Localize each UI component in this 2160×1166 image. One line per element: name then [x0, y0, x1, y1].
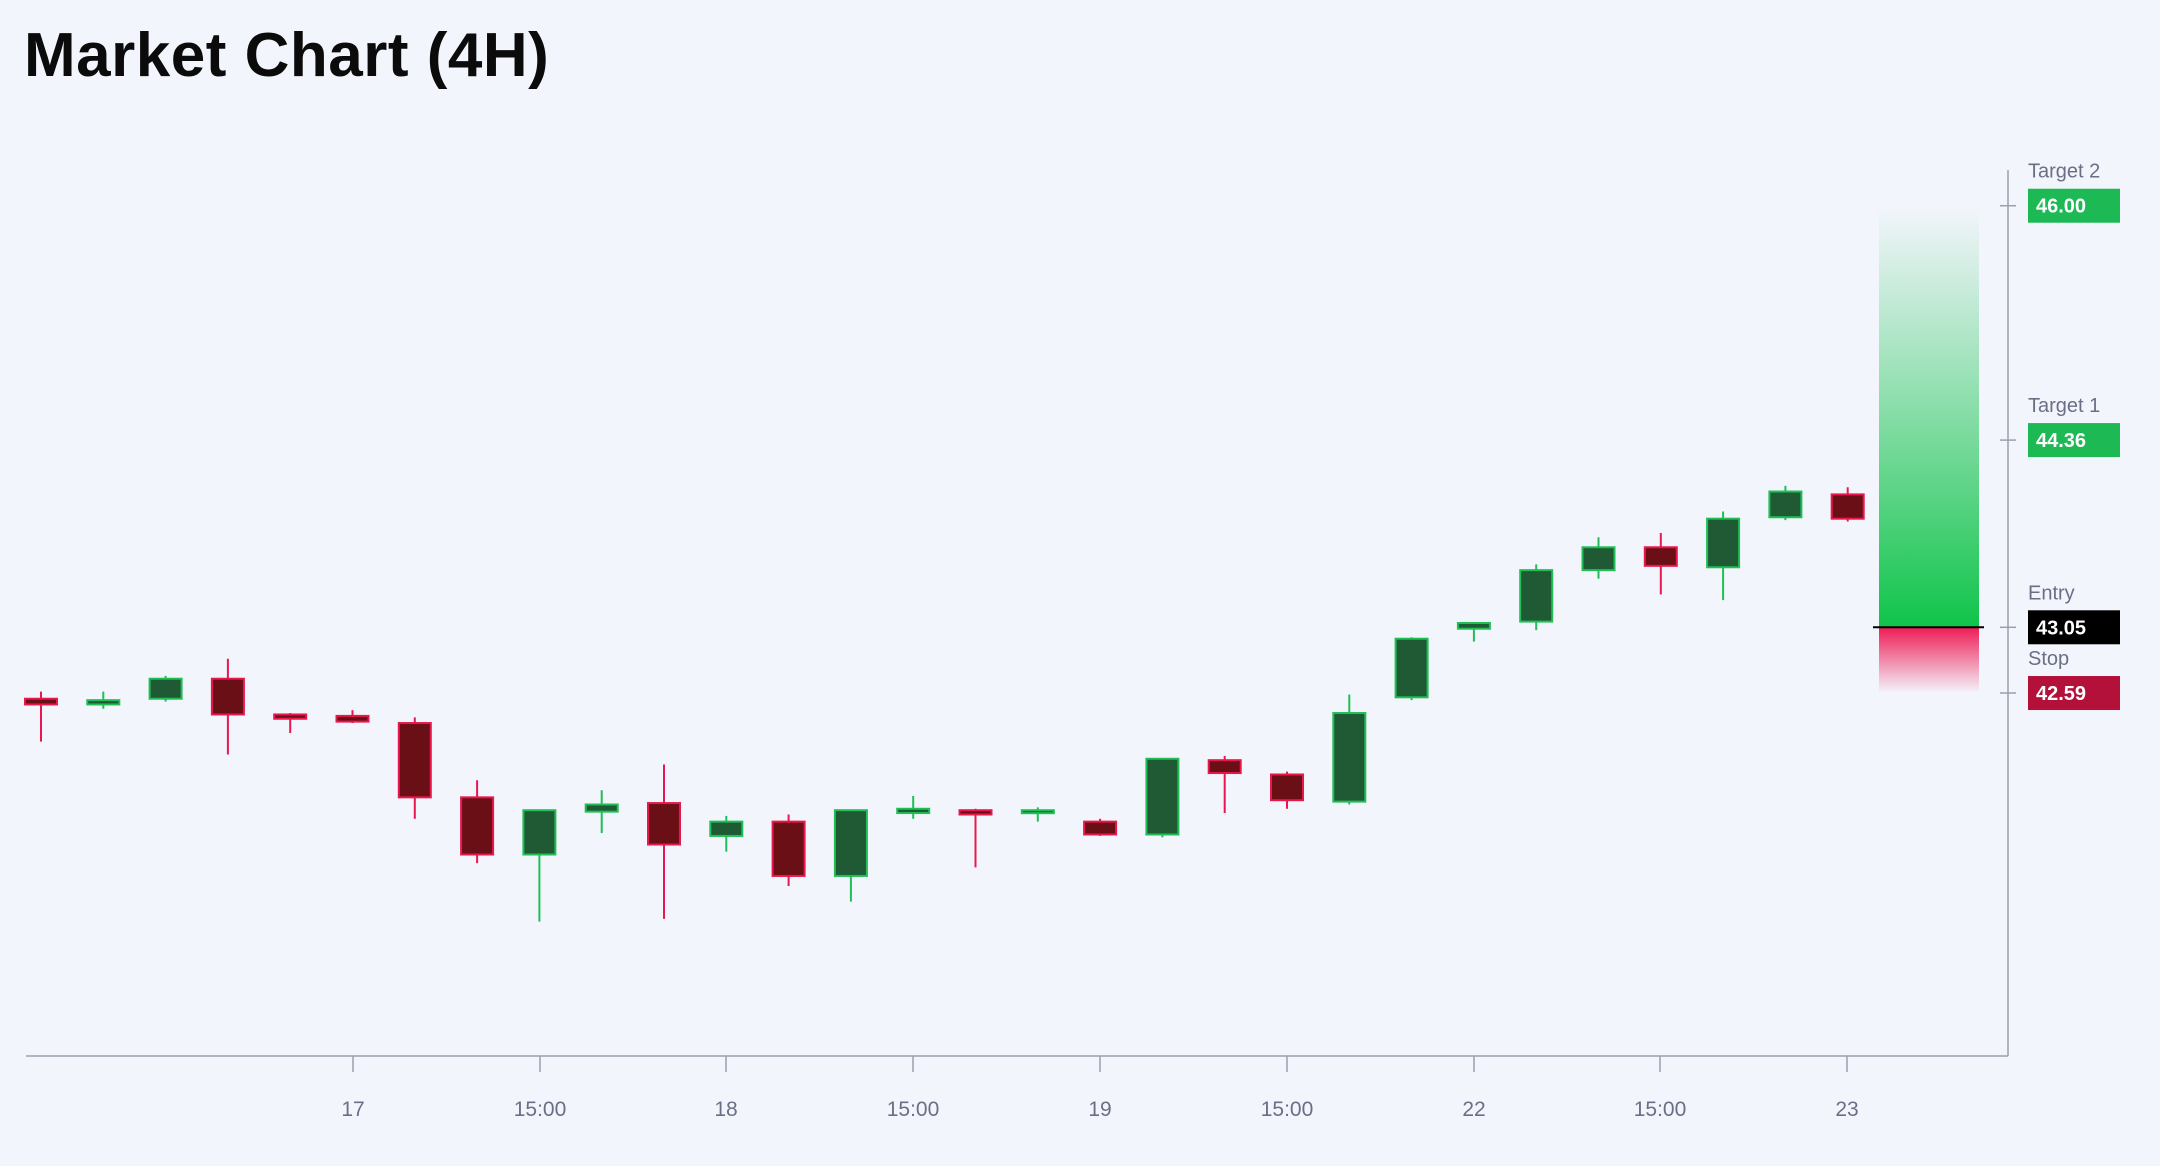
entry-name: Entry — [2028, 582, 2075, 604]
candle-body — [1643, 546, 1678, 567]
candle-body — [833, 809, 868, 877]
x-tick-label: 22 — [1462, 1098, 1485, 1121]
x-tick-label: 18 — [714, 1098, 737, 1121]
x-tick-label: 15:00 — [514, 1098, 567, 1121]
target-1-name: Target 1 — [2028, 395, 2100, 417]
stop-name: Stop — [2028, 648, 2069, 670]
candle-body — [771, 820, 806, 877]
candle-body — [896, 807, 931, 815]
candle-body — [958, 809, 993, 816]
x-tick-label: 15:00 — [1634, 1098, 1687, 1121]
candle-body — [1830, 493, 1865, 520]
x-tick-label: 15:00 — [1261, 1098, 1314, 1121]
target-2-name: Target 2 — [2028, 161, 2100, 183]
candle-body — [1706, 517, 1741, 569]
candle-body — [1020, 809, 1055, 815]
entry-price-badge — [2028, 610, 2120, 645]
candle-body — [584, 803, 619, 813]
candle-body — [335, 714, 370, 723]
target-2-price-badge — [2028, 188, 2120, 223]
candle-body — [522, 809, 557, 856]
target-1-price: 44.36 — [2036, 430, 2086, 452]
candle-body — [1332, 712, 1367, 803]
x-tick-label: 15:00 — [887, 1098, 940, 1121]
x-tick-label: 23 — [1835, 1098, 1858, 1121]
candle-body — [397, 722, 432, 799]
chart-title: Market Chart (4H) — [24, 21, 550, 90]
target-1-price-badge — [2028, 423, 2120, 458]
candle-body — [24, 697, 58, 706]
candle-body — [1207, 759, 1242, 775]
x-tick-label: 19 — [1088, 1098, 1111, 1121]
candle-body — [86, 699, 121, 706]
candle-body — [1456, 622, 1491, 630]
candle-body — [647, 802, 681, 846]
entry-price: 43.05 — [2036, 617, 2086, 639]
candle-body — [1083, 820, 1118, 836]
reward-zone — [1879, 205, 1979, 628]
candle-body — [1270, 773, 1304, 802]
candle-body — [1394, 637, 1429, 699]
candle-body — [1581, 546, 1616, 572]
stop-price: 42.59 — [2036, 683, 2086, 705]
candle-body — [210, 677, 245, 716]
candle-body — [1519, 569, 1554, 623]
candle-body — [1145, 757, 1180, 836]
stop-price-badge — [2028, 676, 2120, 711]
candle-body — [709, 820, 744, 837]
candle-body — [148, 677, 183, 700]
x-tick-label: 17 — [341, 1098, 364, 1121]
target-2-price: 46.00 — [2036, 196, 2086, 218]
candle-body — [1768, 490, 1803, 519]
candle-body — [460, 796, 495, 856]
candle-body — [273, 713, 308, 720]
risk-zone — [1879, 627, 1979, 694]
